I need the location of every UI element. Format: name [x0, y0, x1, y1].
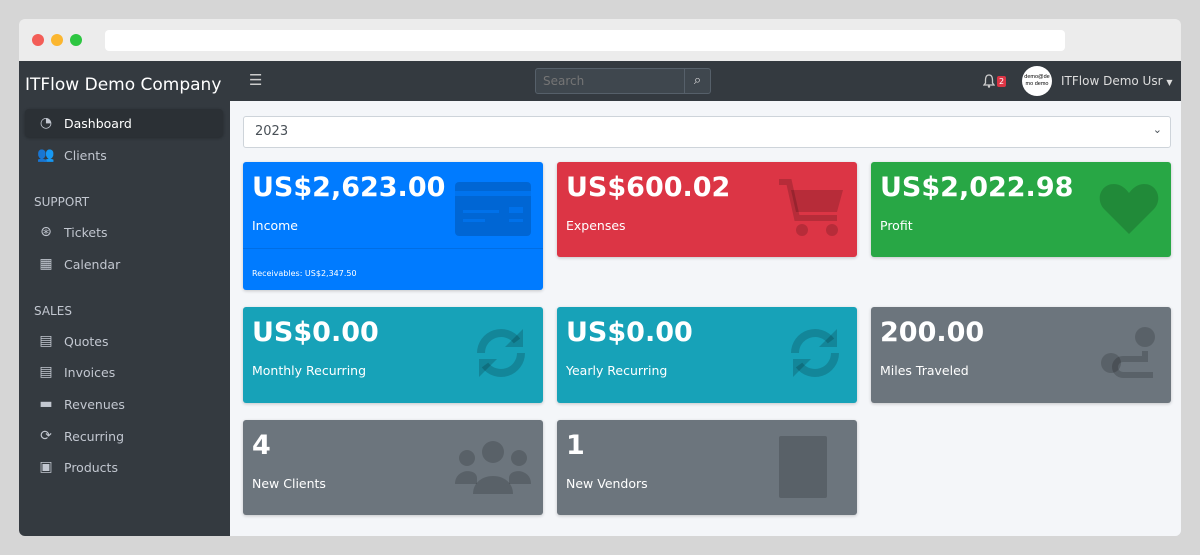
life-ring-icon: ⊛: [40, 224, 52, 240]
shopping-cart-icon: [777, 178, 845, 238]
sidebar-item-tickets[interactable]: ⊛ Tickets: [25, 218, 223, 246]
sidebar-item-label: Calendar: [64, 256, 121, 272]
income-card[interactable]: US$2,623.00 Income Receivables: US$2,347…: [243, 162, 543, 290]
sidebar-item-label: Clients: [64, 147, 107, 163]
route-icon: [1097, 323, 1159, 385]
sidebar-item-products[interactable]: ▣ Products: [25, 453, 223, 481]
sidebar-item-label: Tickets: [64, 224, 108, 240]
card-label: New Vendors: [566, 476, 648, 491]
expenses-card[interactable]: US$600.02 Expenses: [557, 162, 857, 257]
address-bar[interactable]: [105, 30, 1065, 51]
receivables-text[interactable]: Receivables: US$2,347.50: [243, 248, 543, 290]
card-label: New Clients: [252, 476, 326, 491]
close-window-icon[interactable]: [32, 34, 44, 46]
browser-window: ITFlow Demo Company ◔ Dashboard 👥 Clients …: [19, 19, 1181, 536]
chevron-down-icon: ⌄: [1152, 123, 1162, 136]
sidebar-item-dashboard[interactable]: ◔ Dashboard: [25, 109, 223, 137]
sidebar-item-label: Recurring: [64, 428, 124, 444]
card-value: 1: [566, 430, 585, 461]
search-icon: ⌕: [693, 73, 702, 88]
heart-icon: [1099, 182, 1159, 236]
profit-card[interactable]: US$2,022.98 Profit: [871, 162, 1171, 257]
monthly-recurring-card[interactable]: US$0.00 Monthly Recurring: [243, 307, 543, 403]
caret-down-icon: ▼: [1166, 78, 1173, 87]
new-vendors-card[interactable]: 1 New Vendors: [557, 420, 857, 515]
miles-traveled-card[interactable]: 200.00 Miles Traveled: [871, 307, 1171, 403]
support-header: SUPPORT: [34, 195, 90, 209]
box-icon: ▣: [39, 459, 53, 475]
sidebar: ITFlow Demo Company ◔ Dashboard 👥 Clients …: [19, 61, 230, 536]
yearly-recurring-card[interactable]: US$0.00 Yearly Recurring: [557, 307, 857, 403]
card-label: Profit: [880, 218, 913, 233]
card-value: US$2,623.00: [252, 172, 446, 203]
card-label: Miles Traveled: [880, 363, 969, 378]
file-icon: ▤: [39, 333, 53, 349]
tachometer-icon: ◔: [39, 115, 53, 131]
new-clients-card[interactable]: 4 New Clients: [243, 420, 543, 515]
sync-icon: [471, 323, 531, 383]
credit-card-icon: [455, 182, 531, 236]
minimize-window-icon[interactable]: [51, 34, 63, 46]
card-label: Yearly Recurring: [566, 363, 668, 378]
sidebar-item-recurring[interactable]: ⟳ Recurring: [25, 422, 223, 450]
avatar[interactable]: demo@demo demo: [1022, 66, 1052, 96]
card-value: US$600.02: [566, 172, 731, 203]
user-menu[interactable]: ITFlow Demo Usr ▼: [1061, 74, 1173, 88]
card-value: US$0.00: [252, 317, 379, 348]
sidebar-item-calendar[interactable]: ▦ Calendar: [25, 250, 223, 278]
card-label: Monthly Recurring: [252, 363, 367, 378]
invoice-icon: ▤: [39, 364, 53, 380]
card-value: US$0.00: [566, 317, 693, 348]
notification-badge: 2: [997, 76, 1007, 87]
sidebar-item-label: Dashboard: [64, 115, 132, 131]
sidebar-item-label: Products: [64, 459, 118, 475]
sales-header: SALES: [34, 304, 72, 318]
calendar-icon: ▦: [39, 256, 53, 272]
year-select[interactable]: 2023 ⌄: [243, 116, 1171, 148]
search-input[interactable]: [535, 68, 685, 94]
sidebar-item-invoices[interactable]: ▤ Invoices: [25, 358, 223, 386]
card-label: Expenses: [566, 218, 626, 233]
sync-icon: ⟳: [40, 428, 52, 444]
bell-icon[interactable]: [983, 74, 995, 88]
users-icon: 👥: [37, 147, 55, 163]
sidebar-item-revenues[interactable]: ▬ Revenues: [25, 390, 223, 418]
building-icon: [779, 436, 827, 498]
maximize-window-icon[interactable]: [70, 34, 82, 46]
user-name: ITFlow Demo Usr: [1061, 74, 1163, 88]
sidebar-item-label: Revenues: [64, 396, 125, 412]
card-value: US$2,022.98: [880, 172, 1074, 203]
card-value: 200.00: [880, 317, 985, 348]
search-button[interactable]: ⌕: [684, 68, 711, 94]
top-navbar: ☰ ⌕ 2 demo@demo demo ITFlow Demo Usr ▼: [230, 61, 1181, 101]
main-content: 2023 ⌄ US$2,623.00 Income Receivables: US…: [230, 101, 1181, 536]
credit-card-icon: ▬: [39, 396, 53, 412]
hamburger-menu-icon[interactable]: ☰: [249, 71, 263, 89]
sidebar-item-clients[interactable]: 👥 Clients: [25, 141, 223, 169]
brand-name[interactable]: ITFlow Demo Company: [25, 75, 222, 95]
year-value: 2023: [255, 124, 289, 139]
card-value: 4: [252, 430, 271, 461]
sidebar-item-label: Invoices: [64, 364, 116, 380]
sync-icon: [785, 323, 845, 383]
card-label: Income: [252, 218, 298, 233]
sidebar-item-quotes[interactable]: ▤ Quotes: [25, 327, 223, 355]
users-icon: [455, 440, 531, 494]
sidebar-item-label: Quotes: [64, 333, 109, 349]
